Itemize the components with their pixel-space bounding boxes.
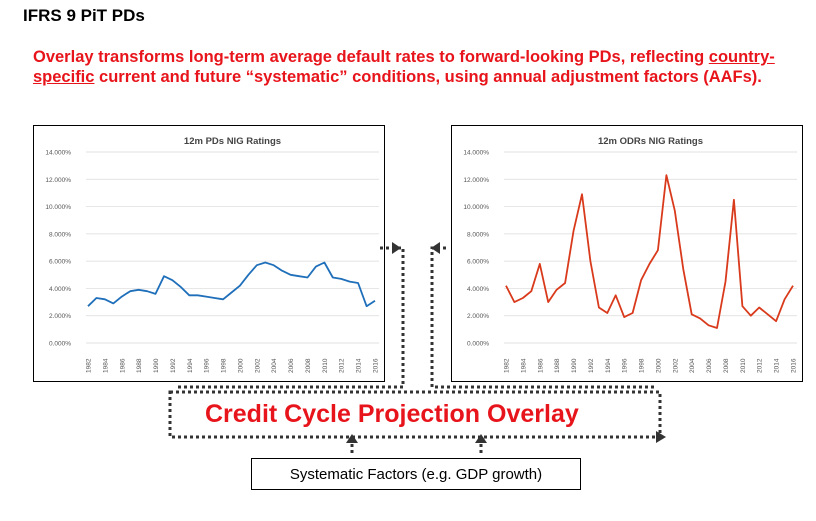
odr-y-tick-label: 0.000% [467, 341, 489, 348]
pd-chart-svg: 12m PDs NIG Ratings 0.000% 2.000% 4.000% 6.0… [45, 136, 380, 373]
odr-series-line [505, 174, 794, 329]
pd-x-tick-label: 1992 [170, 358, 177, 373]
pd-x-tick-label: 2014 [356, 358, 363, 373]
arrow-head-overlay-right [656, 431, 666, 443]
pd-chart: 12m PDs NIG Ratings 0.000% 2.000% 4.000% 6.0… [33, 125, 385, 382]
odr-y-tick-label: 14.000% [463, 150, 489, 157]
odr-x-tick-label: 2016 [791, 358, 798, 373]
odr-y-tick-label: 4.000% [467, 286, 489, 293]
odr-x-tick-label: 1982 [504, 358, 511, 373]
left-connector-path [175, 246, 405, 389]
odr-y-tick-label: 8.000% [467, 231, 489, 238]
odr-x-tick-label: 2002 [672, 358, 679, 373]
odr-x-tick-label: 1996 [622, 358, 629, 373]
odr-x-tick-label: 2008 [723, 358, 730, 373]
pd-y-tick-label: 10.000% [45, 204, 71, 211]
odr-x-tick-label: 1988 [554, 358, 561, 373]
pd-x-tick-label: 1986 [119, 358, 126, 373]
pd-y-tick-label: 2.000% [49, 313, 71, 320]
pd-x-tick-label: 2000 [237, 358, 244, 373]
odr-x-tick-label: 2014 [774, 358, 781, 373]
pd-x-tick-label: 1996 [204, 358, 211, 373]
arrow-head-right-chart [431, 242, 440, 254]
pd-x-tick-label: 1984 [102, 358, 109, 373]
odr-x-tick-label: 1992 [588, 358, 595, 373]
pd-x-tick-label: 1988 [136, 358, 143, 373]
pd-x-tick-label: 2012 [339, 358, 346, 373]
pd-y-tick-label: 12.000% [45, 177, 71, 184]
arrow-head-factor-right [475, 434, 487, 443]
odr-x-tick-label: 2006 [706, 358, 713, 373]
pd-x-tick-label: 2002 [254, 358, 261, 373]
pd-x-tick-label: 2016 [373, 358, 380, 373]
intro-text-start: Overlay transforms long-term average def… [33, 48, 709, 66]
overlay-label: Credit Cycle Projection Overlay [205, 400, 579, 428]
odr-chart-title: 12m ODRs NIG Ratings [598, 136, 703, 147]
odr-x-tick-label: 2004 [689, 358, 696, 373]
odr-x-tick-label: 1994 [605, 358, 612, 373]
pd-y-tick-label: 4.000% [49, 286, 71, 293]
pd-y-tick-label: 8.000% [49, 231, 71, 238]
odr-x-tick-label: 2012 [757, 358, 764, 373]
right-connector-path [430, 246, 655, 389]
odr-chart-svg: 12m ODRs NIG Ratings 0.000% 2.000% 4.000% 6.… [463, 136, 798, 373]
pd-x-tick-label: 2008 [305, 358, 312, 373]
pd-x-tick-label: 1994 [187, 358, 194, 373]
odr-y-tick-label: 10.000% [463, 204, 489, 211]
odr-x-tick-label: 1984 [520, 358, 527, 373]
intro-text-underlined: country-specific [33, 48, 775, 86]
pd-chart-title: 12m PDs NIG Ratings [184, 136, 281, 147]
pd-x-tick-label: 1982 [86, 358, 93, 373]
pd-series-line [87, 261, 376, 308]
odr-x-tick-label: 2010 [740, 358, 747, 373]
pd-x-tick-label: 1990 [153, 358, 160, 373]
odr-y-tick-label: 6.000% [467, 259, 489, 266]
odr-x-tick-label: 1990 [571, 358, 578, 373]
pd-x-tick-label: 1998 [221, 358, 228, 373]
odr-y-tick-label: 2.000% [467, 313, 489, 320]
intro-text: Overlay transforms long-term average def… [33, 47, 793, 87]
pd-x-tick-label: 2006 [288, 358, 295, 373]
pd-y-tick-label: 14.000% [45, 150, 71, 157]
odr-x-tick-label: 1998 [639, 358, 646, 373]
intro-text-end: current and future “systematic” conditio… [94, 68, 762, 86]
pd-x-tick-label: 2010 [322, 358, 329, 373]
pd-y-tick-label: 6.000% [49, 259, 71, 266]
odr-x-tick-label: 1986 [537, 358, 544, 373]
pd-y-tick-label: 0.000% [49, 341, 71, 348]
odr-x-tick-label: 2000 [655, 358, 662, 373]
slide-title: IFRS 9 PiT PDs [23, 6, 145, 25]
arrow-head-factor-left [346, 434, 358, 443]
odr-y-tick-label: 12.000% [463, 177, 489, 184]
systematic-factors-box: Systematic Factors (e.g. GDP growth) [251, 458, 581, 490]
arrow-head-left-chart [392, 242, 401, 254]
pd-x-tick-label: 2004 [271, 358, 278, 373]
odr-chart: 12m ODRs NIG Ratings 0.000% 2.000% 4.000% 6.… [451, 125, 803, 382]
